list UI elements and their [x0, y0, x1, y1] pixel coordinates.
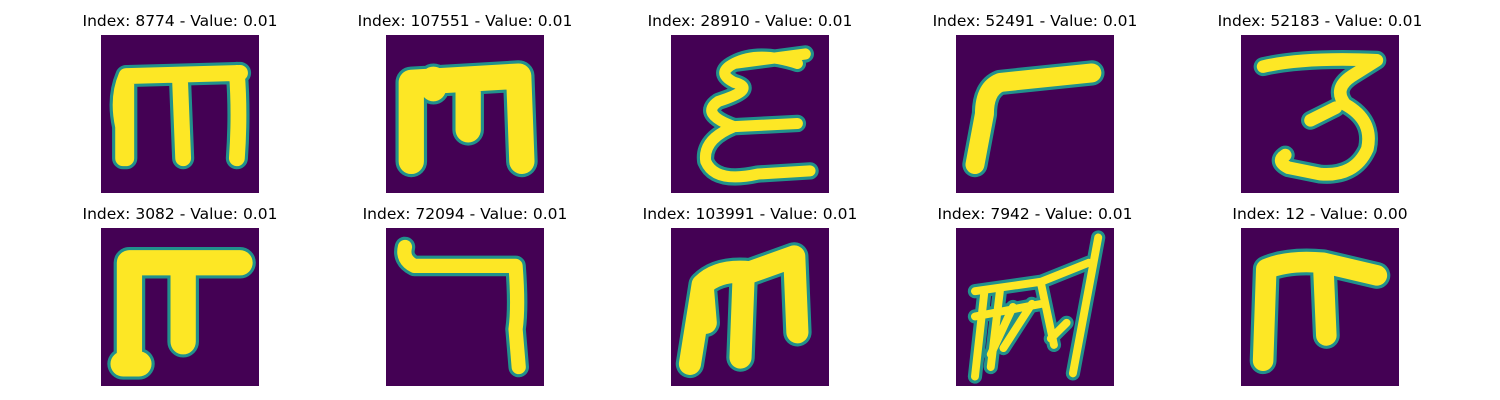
thumbnail-panel: Index: 3082 - Value: 0.01 [60, 203, 300, 383]
thumbnail-panel: Index: 107551 - Value: 0.01 [345, 10, 585, 190]
thumbnail-panel: Index: 7942 - Value: 0.01 [915, 203, 1155, 383]
panel-title: Index: 3082 - Value: 0.01 [60, 203, 300, 225]
thumbnail-panel: Index: 52491 - Value: 0.01 [915, 10, 1155, 190]
panel-title: Index: 103991 - Value: 0.01 [630, 203, 870, 225]
panel-title: Index: 72094 - Value: 0.01 [345, 203, 585, 225]
thumbnail-image [1241, 228, 1399, 386]
glyph-m-slanted-icon [671, 228, 829, 386]
thumbnail-image [671, 35, 829, 193]
panel-title: Index: 7942 - Value: 0.01 [915, 203, 1155, 225]
thumbnail-panel: Index: 103991 - Value: 0.01 [630, 203, 870, 383]
glyph-gamma-icon [956, 35, 1114, 193]
thumbnail-image [386, 35, 544, 193]
thumbnail-image [1241, 35, 1399, 193]
panel-title: Index: 28910 - Value: 0.01 [630, 10, 870, 32]
thumbnail-panel: Index: 72094 - Value: 0.01 [345, 203, 585, 383]
panel-title: Index: 107551 - Value: 0.01 [345, 10, 585, 32]
glyph-epsilon-icon [671, 35, 829, 193]
glyph-scribble-icon [956, 228, 1114, 386]
panel-title: Index: 8774 - Value: 0.01 [60, 10, 300, 32]
glyph-hook-icon [386, 228, 544, 386]
thumbnail-image [671, 228, 829, 386]
glyph-hook-t-icon [1241, 228, 1399, 386]
glyph-three-icon [1241, 35, 1399, 193]
thumbnail-panel: Index: 8774 - Value: 0.01 [60, 10, 300, 190]
thumbnail-panel: Index: 12 - Value: 0.00 [1200, 203, 1440, 383]
panel-title: Index: 52183 - Value: 0.01 [1200, 10, 1440, 32]
glyph-m-icon [101, 35, 259, 193]
thumbnail-image [956, 228, 1114, 386]
thumbnail-image [101, 228, 259, 386]
thumbnail-image [386, 228, 544, 386]
panel-title: Index: 52491 - Value: 0.01 [915, 10, 1155, 32]
thumbnail-panel: Index: 28910 - Value: 0.01 [630, 10, 870, 190]
thumbnail-image [101, 35, 259, 193]
thumbnail-panel: Index: 52183 - Value: 0.01 [1200, 10, 1440, 190]
thumbnail-image [956, 35, 1114, 193]
panel-title: Index: 12 - Value: 0.00 [1200, 203, 1440, 225]
glyph-m-bold-icon [386, 35, 544, 193]
glyph-pi-icon [101, 228, 259, 386]
